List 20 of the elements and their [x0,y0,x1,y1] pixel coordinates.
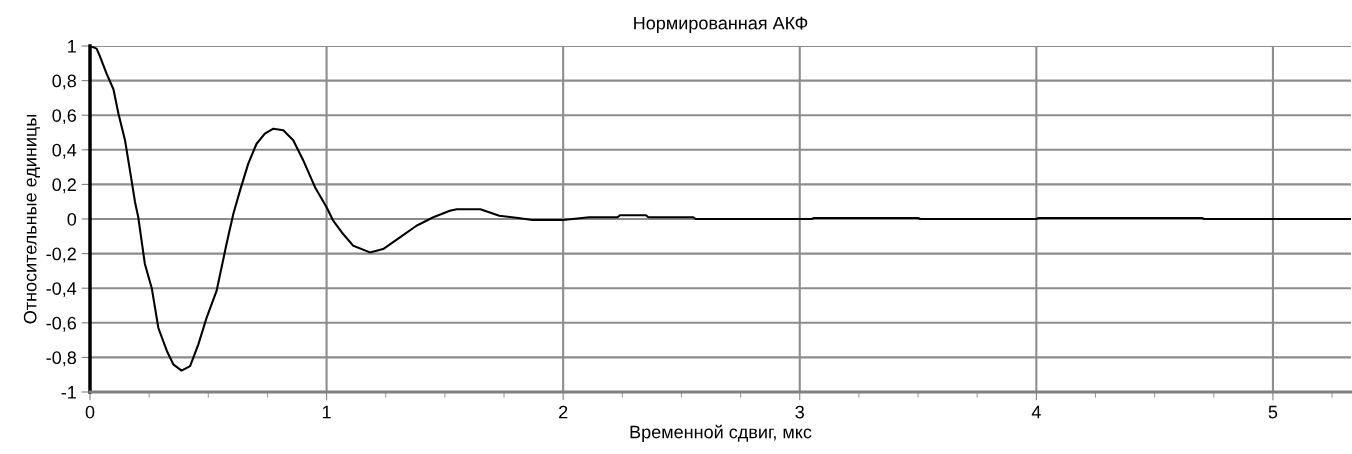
y-tick-label: 0 [67,212,77,226]
y-tick-label: -0,6 [46,316,77,332]
x-tick-label: 1 [322,405,331,419]
chart-title: Нормированная АКФ [634,16,808,34]
x-tick-label: 5 [1268,405,1278,419]
y-tick-label: 1 [68,40,76,53]
x-tick-label: 4 [1031,405,1041,419]
x-tick-label: 0 [85,405,95,419]
y-axis-title: Относительные единицы [23,114,40,324]
y-tick-label: -0,4 [46,282,77,298]
y-tick-label: 0,4 [52,143,77,159]
x-tick-label: 2 [559,405,568,419]
y-tick-label: -1 [61,386,76,399]
y-tick-label: -0,2 [46,247,76,263]
y-tick-label: -0,8 [46,351,77,367]
y-tick-label: 0,6 [52,109,77,125]
y-tick-label: 0,8 [52,74,77,90]
x-tick-label: 3 [795,405,804,419]
y-tick-label: 0,2 [52,178,76,194]
x-axis-title: Временной сдвиг, мкс [630,424,812,442]
